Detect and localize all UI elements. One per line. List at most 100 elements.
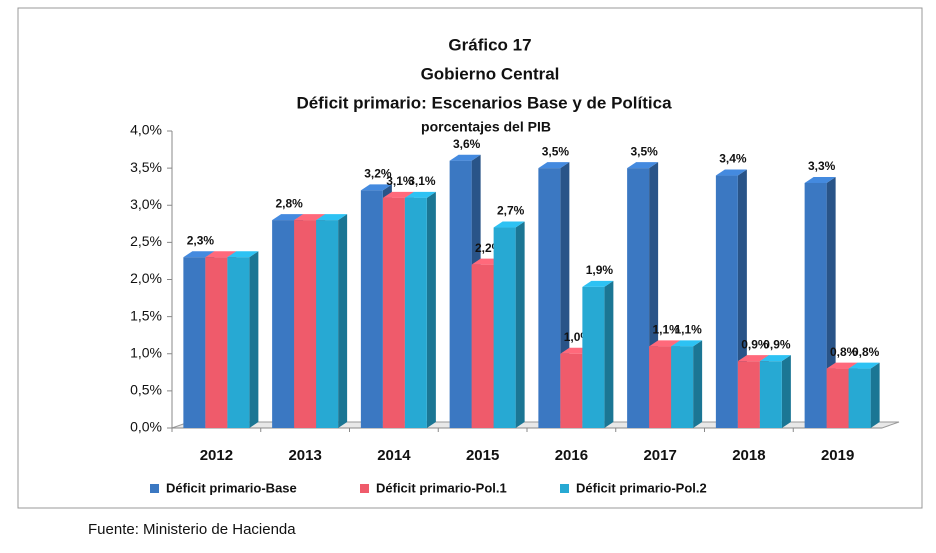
bar: [316, 220, 339, 428]
x-tick-label: 2017: [643, 447, 676, 464]
y-tick-label: 3,0%: [130, 196, 162, 212]
bar-top: [316, 214, 348, 221]
legend-label: Déficit primario-Base: [166, 480, 297, 495]
bar-top: [538, 162, 570, 169]
bar: [848, 368, 871, 428]
bar: [627, 168, 650, 428]
bar-side: [338, 214, 348, 428]
value-label: 3,5%: [542, 144, 570, 158]
x-tick-label: 2013: [288, 447, 321, 464]
bar-top: [360, 184, 392, 191]
chart-title: Déficit primario: Escenarios Base y de P…: [296, 93, 672, 112]
bar: [360, 190, 383, 428]
bar: [582, 286, 605, 428]
legend-label: Déficit primario-Pol.1: [376, 480, 507, 495]
bar-top: [627, 162, 659, 169]
x-tick-label: 2012: [200, 447, 233, 464]
bar-top: [404, 191, 436, 198]
value-label: 3,4%: [719, 152, 747, 166]
bar: [227, 257, 250, 428]
chart-frame: [17, 7, 923, 509]
bar: [804, 182, 827, 428]
legend-swatch: [360, 484, 369, 493]
source: Fuente: Ministerio de Hacienda: [88, 521, 296, 538]
bar-top: [294, 214, 326, 221]
bar-top: [804, 176, 836, 183]
legend-swatch: [560, 484, 569, 493]
bar: [671, 346, 694, 428]
bar-top: [382, 191, 414, 198]
bar-top: [183, 251, 215, 258]
bar: [826, 368, 849, 428]
bar: [382, 197, 405, 428]
bar-side: [693, 340, 703, 428]
value-label: 3,1%: [408, 174, 436, 188]
value-label: 3,3%: [808, 159, 836, 173]
bar-side: [515, 221, 525, 428]
chart-title: Gráfico 17: [448, 35, 531, 54]
bar-top: [449, 154, 481, 161]
bar: [449, 160, 472, 428]
bar-side: [870, 362, 880, 428]
bar: [560, 353, 583, 428]
value-label: 1,1%: [652, 322, 680, 336]
bar-top: [493, 221, 525, 228]
value-label: 1,9%: [586, 263, 614, 277]
bar: [538, 168, 561, 428]
x-tick-label: 2014: [377, 447, 411, 464]
bar: [183, 257, 206, 428]
value-label: 0,9%: [741, 337, 769, 351]
bar-top: [671, 340, 703, 347]
bar-top: [826, 362, 858, 369]
bar-top: [227, 251, 259, 258]
value-label: 0,8%: [852, 345, 880, 359]
chart-subtitle: porcentajes del PIB: [421, 119, 551, 135]
value-label: 2,7%: [497, 204, 525, 218]
x-tick-label: 2016: [555, 447, 588, 464]
y-tick-label: 2,5%: [130, 233, 162, 249]
value-label: 2,3%: [187, 233, 215, 247]
y-tick-label: 2,0%: [130, 270, 162, 286]
x-tick-label: 2015: [466, 447, 499, 464]
value-label: 1,1%: [674, 322, 702, 336]
value-label: 3,6%: [453, 137, 481, 151]
bar-top: [715, 169, 747, 176]
bar: [759, 361, 782, 428]
x-tick-label: 2018: [732, 447, 765, 464]
bar-top: [759, 355, 791, 362]
y-tick-label: 1,5%: [130, 307, 162, 323]
bar-side: [426, 191, 436, 428]
value-label: 3,2%: [364, 167, 392, 181]
bar: [272, 220, 295, 428]
bar-top: [848, 362, 880, 369]
bar: [493, 227, 516, 428]
bar: [294, 220, 317, 428]
legend-swatch: [150, 484, 159, 493]
bar: [649, 346, 672, 428]
bar-top: [649, 340, 681, 347]
x-tick-label: 2019: [821, 447, 854, 464]
bar-top: [205, 251, 237, 258]
bar: [205, 257, 228, 428]
value-label: 3,1%: [386, 174, 414, 188]
bar: [471, 264, 494, 428]
bar-top: [582, 280, 614, 287]
value-label: 0,8%: [830, 345, 858, 359]
y-tick-label: 3,5%: [130, 159, 162, 175]
value-label: 3,5%: [630, 144, 658, 158]
chart-title: Gobierno Central: [421, 64, 560, 83]
y-tick-label: 0,5%: [130, 382, 162, 398]
bar-side: [781, 355, 791, 428]
bar-side: [249, 251, 259, 428]
value-label: 2,8%: [275, 196, 303, 210]
y-tick-label: 1,0%: [130, 344, 162, 360]
legend-label: Déficit primario-Pol.2: [576, 480, 707, 495]
bar-top: [272, 214, 304, 221]
y-tick-label: 4,0%: [130, 122, 162, 138]
value-label: 0,9%: [763, 337, 791, 351]
bar-side: [604, 280, 614, 428]
y-tick-label: 0,0%: [130, 419, 162, 435]
bar: [404, 197, 427, 428]
